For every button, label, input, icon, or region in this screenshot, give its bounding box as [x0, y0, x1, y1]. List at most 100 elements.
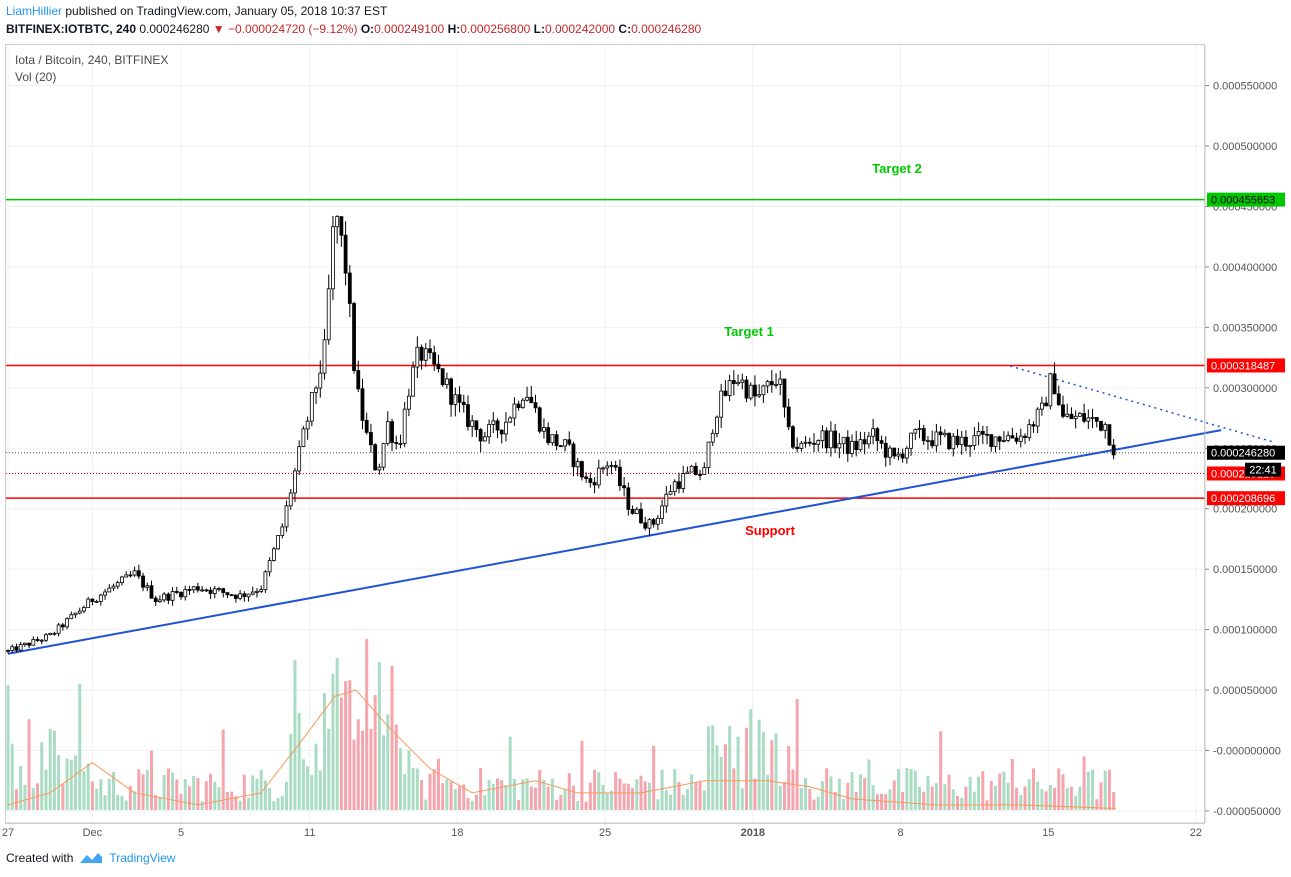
trendline[interactable] [1010, 365, 1275, 443]
candle-body [217, 588, 221, 591]
volume-bar [656, 799, 660, 810]
candle-body [660, 505, 664, 519]
candle-body [242, 593, 247, 598]
volume-bar [171, 772, 175, 810]
volume-bar [698, 782, 702, 810]
volume-bar [57, 755, 61, 810]
volume-bar [732, 768, 736, 810]
candle-body [440, 368, 445, 386]
volume-bar [1036, 781, 1040, 810]
candle-body [972, 435, 977, 446]
volume-bar [707, 726, 711, 810]
candle-body [314, 387, 318, 393]
candle-body [52, 632, 57, 635]
time-tick-label: 2018 [741, 827, 765, 839]
volume-bar [593, 770, 597, 810]
volume-bar [1044, 791, 1048, 810]
candle-body [158, 599, 162, 603]
volume-bar [82, 770, 86, 810]
candle-body [179, 592, 183, 598]
volume-bar [1069, 786, 1073, 810]
volume-bar [432, 769, 436, 810]
candle-body [1014, 437, 1019, 442]
candle-body [124, 574, 129, 578]
volume-bar [901, 791, 905, 810]
candle-body [947, 432, 951, 450]
footer: Created with TradingView [6, 851, 175, 865]
volume-bar [576, 801, 580, 810]
candle-body [69, 614, 74, 620]
volume-bar [344, 681, 348, 810]
candle-body [495, 420, 500, 431]
candle-body [343, 234, 348, 274]
trendline[interactable] [7, 429, 1222, 655]
volume-bar [436, 758, 440, 810]
candle-body [820, 430, 825, 441]
candle-body [478, 429, 483, 442]
candle-body [347, 272, 352, 304]
candle-body [850, 440, 854, 454]
candle-body [212, 588, 217, 594]
candle-body [795, 446, 800, 449]
volume-bar [939, 731, 943, 810]
volume-bar [508, 736, 512, 810]
candle-body [537, 407, 542, 432]
volume-bar [449, 781, 453, 810]
volume-bar [487, 780, 491, 810]
volume-bar [601, 784, 605, 810]
volume-bar [306, 766, 310, 810]
volume-bar [782, 781, 786, 810]
volume-bar [1086, 771, 1090, 810]
volume-bar [618, 778, 622, 810]
volume-bar [78, 683, 82, 810]
trendlines[interactable] [7, 365, 1275, 655]
volume-bar [825, 768, 829, 810]
volume-bar [272, 801, 276, 810]
low-label: L: [533, 22, 545, 36]
time-tick-label: 5 [178, 827, 184, 839]
time-tick-label: 15 [1042, 827, 1054, 839]
volume-bar [580, 740, 584, 810]
volume-bar [107, 778, 111, 810]
price-axis[interactable]: 0.0005500000.0005000000.0004500000.00040… [1204, 45, 1281, 823]
candle-body [1023, 435, 1027, 438]
candle-body [909, 432, 913, 449]
volume-bar [183, 778, 187, 810]
volume-bar [1099, 782, 1103, 810]
candle-body [204, 589, 209, 592]
candle-body [474, 420, 479, 430]
volume-bar [386, 714, 390, 810]
candle-body [402, 408, 407, 444]
volume-bar [162, 774, 166, 810]
volume-bar [1065, 787, 1069, 810]
volume-bar [555, 800, 559, 810]
candle-body [508, 417, 513, 423]
candle-body [710, 432, 715, 443]
candle-body [976, 431, 981, 437]
volume-bar [377, 662, 381, 810]
candle-body [301, 428, 306, 448]
volume-bar [622, 783, 626, 810]
author-link[interactable]: LiamHillier [6, 4, 63, 18]
volume-bar [428, 773, 432, 810]
time-axis[interactable]: 27 Dec 5 11 18 25 2018 8 15 22 [2, 822, 1205, 839]
volume-bar [424, 799, 428, 810]
high-value: 0.000256800 [460, 22, 531, 36]
candle-body [132, 570, 137, 576]
candle-body [461, 401, 466, 406]
candle-body [98, 594, 103, 602]
volume-bar [158, 796, 162, 810]
volume-bar [947, 774, 951, 810]
candle-body [444, 378, 449, 386]
price-labels: 0.0004556530.0003184870.0002462800.00022… [1207, 192, 1285, 506]
horizontal-levels[interactable] [6, 198, 1205, 499]
candle-body [31, 639, 36, 646]
volume-bar [787, 746, 791, 810]
candle-body [765, 381, 770, 387]
volume-bar [614, 772, 618, 810]
tradingview-link[interactable]: TradingView [109, 851, 176, 865]
volume-bar [120, 795, 124, 810]
volume-bar [525, 778, 529, 810]
volume-bar [664, 789, 668, 810]
